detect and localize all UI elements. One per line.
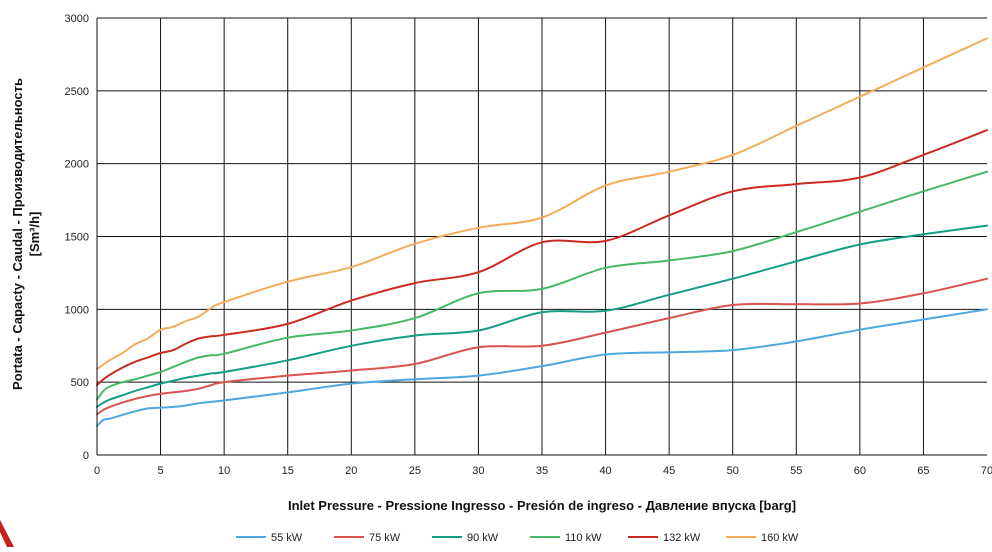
legend-item: 132 kW bbox=[628, 532, 701, 544]
legend-label: 132 kW bbox=[663, 532, 701, 544]
logo-mark-icon bbox=[0, 520, 14, 547]
x-tick-label: 10 bbox=[218, 465, 230, 477]
x-tick-label: 70 bbox=[981, 465, 992, 477]
y-axis-title-group: Portata - Capacty - Caudal - Производите… bbox=[10, 78, 42, 390]
series-line-132-kw bbox=[96, 129, 988, 387]
y-axis-title: Portata - Capacty - Caudal - Производите… bbox=[10, 78, 25, 390]
y-tick-label: 2000 bbox=[65, 159, 89, 171]
legend-label: 55 kW bbox=[271, 532, 303, 544]
x-tick-label: 60 bbox=[854, 465, 866, 477]
legend-item: 55 kW bbox=[236, 532, 303, 544]
y-tick-label: 2500 bbox=[65, 86, 89, 98]
x-tick-label: 50 bbox=[727, 465, 739, 477]
x-tick-label: 35 bbox=[536, 465, 548, 477]
legend-item: 110 kW bbox=[530, 532, 602, 544]
x-tick-label: 55 bbox=[790, 465, 802, 477]
series-line-75-kw bbox=[96, 277, 988, 416]
y-axis-unit: [Sm³/h] bbox=[27, 212, 42, 257]
legend-label: 90 kW bbox=[467, 532, 499, 544]
gridlines bbox=[97, 17, 987, 455]
legend-label: 160 kW bbox=[761, 532, 799, 544]
y-tick-label: 3000 bbox=[65, 13, 89, 25]
series-line-55-kw bbox=[96, 308, 988, 427]
y-tick-label: 0 bbox=[83, 450, 89, 462]
x-tick-label: 20 bbox=[345, 465, 357, 477]
legend-label: 75 kW bbox=[369, 532, 401, 544]
x-tick-label: 30 bbox=[472, 465, 484, 477]
x-axis-title: Inlet Pressure - Pressione Ingresso - Pr… bbox=[288, 498, 796, 513]
x-tick-label: 40 bbox=[599, 465, 611, 477]
legend-item: 160 kW bbox=[726, 532, 799, 544]
y-tick-label: 1000 bbox=[65, 304, 89, 316]
series-line-110-kw bbox=[96, 170, 988, 401]
tick-labels: 0 5 10 15 20 25 30 35 40 45 50 55 60 65 70 0 500 1000 1500… bbox=[65, 13, 992, 477]
x-tick-label: 0 bbox=[94, 465, 100, 477]
y-tick-label: 500 bbox=[71, 377, 89, 389]
y-tick-label: 1500 bbox=[65, 232, 89, 244]
x-tick-label: 15 bbox=[282, 465, 294, 477]
series-line-90-kw bbox=[96, 224, 988, 408]
legend-label: 110 kW bbox=[565, 532, 602, 544]
x-tick-label: 5 bbox=[158, 465, 164, 477]
axes bbox=[96, 18, 987, 456]
x-tick-label: 25 bbox=[409, 465, 421, 477]
legend-item: 90 kW bbox=[432, 532, 499, 544]
x-tick-label: 45 bbox=[663, 465, 675, 477]
series-line-160-kw bbox=[96, 37, 988, 371]
x-tick-label: 65 bbox=[917, 465, 929, 477]
legend: 55 kW 75 kW 90 kW 110 kW 132 kW 160 kW bbox=[236, 532, 799, 544]
legend-item: 75 kW bbox=[334, 532, 401, 544]
series-lines bbox=[96, 37, 988, 427]
